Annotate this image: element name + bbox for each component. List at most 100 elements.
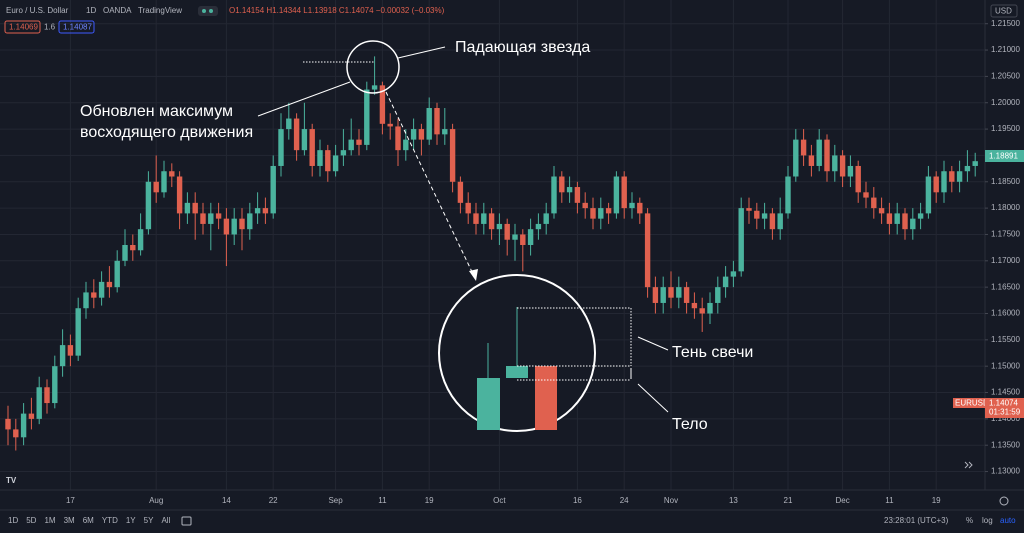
y-tick-label: 1.15000 [991,361,1020,370]
candle-body [270,165,276,214]
candle-body [644,213,651,288]
candle-body [769,213,776,230]
range-button[interactable]: All [161,516,170,525]
candle-body [863,192,869,198]
candle-body [668,287,674,298]
x-tick-label: 14 [222,496,231,505]
candle-body [153,181,159,193]
pointer [637,336,669,351]
candle-body [387,123,393,127]
candle-body [293,118,300,151]
logo: TV [6,476,17,485]
shadow-bracket [517,307,632,366]
settings-icon[interactable] [999,496,1009,506]
range-button[interactable]: 6M [83,516,94,525]
range-button[interactable]: 3M [64,516,75,525]
candle-body [114,260,120,288]
y-tick-label: 1.18500 [991,177,1020,186]
pointer [257,81,351,117]
candle-body [83,292,89,309]
candle-body [59,345,66,367]
candle-body [13,429,19,438]
annotation: Обновлен максимум [80,103,233,120]
y-tick-label: 1.15500 [991,335,1020,344]
candle-body [699,308,705,314]
candle-body [28,413,35,419]
sell-price[interactable]: 1.14069 [9,23,38,32]
range-button[interactable]: 1Y [126,516,136,525]
candle-body [410,129,417,140]
candle-body [91,292,97,298]
platform: TradingView [138,6,182,15]
candle-body [192,202,198,214]
range-button[interactable]: 5D [26,516,36,525]
candle-body [418,129,425,140]
range-button[interactable]: YTD [102,516,118,525]
percent-toggle[interactable]: % [966,516,973,525]
candle-body [254,208,261,214]
x-tick-label: Sep [328,496,343,505]
candle-body [317,150,323,166]
x-tick-label: Nov [664,496,678,505]
candle-body [832,155,838,172]
candle-body [356,139,362,145]
currency[interactable]: USD [995,7,1012,16]
candle-body [566,187,573,193]
x-axis: 17 Aug 14 22 Sep 11 19 Oct 16 24 Nov 13 21 Dec 11 19 [66,496,941,505]
sell-box[interactable] [4,20,41,34]
spread: 1.6 [44,23,56,32]
candle-body [488,213,495,230]
candle-body [847,165,854,177]
x-tick-label: 21 [784,496,793,505]
y-tick-label: 1.14000 [991,414,1020,423]
scroll-button[interactable] [964,461,973,469]
currency-box[interactable] [990,4,1018,18]
last-price-box [985,150,1024,162]
candle-body [613,176,620,214]
candle-body [130,245,136,251]
auto-toggle[interactable]: auto [1000,516,1016,525]
candle-body [169,171,175,177]
candle-body [691,302,698,309]
candle-body [278,129,284,166]
candle-body [512,234,518,240]
candle-body [286,118,292,130]
range-button[interactable]: 1M [44,516,55,525]
broker: OANDA [103,6,132,15]
interval: 1D [86,6,96,15]
y-tick-label: 1.17500 [991,230,1020,239]
zoom-candle [506,366,528,378]
candle-body [800,139,807,156]
y-tick-label: 1.16500 [991,282,1020,291]
candle-body [364,89,370,145]
arrow-head [469,269,478,281]
log-toggle[interactable]: log [982,516,993,525]
candle-body [598,208,604,219]
buy-box[interactable] [58,20,95,34]
range-button[interactable]: 1D [8,516,18,525]
candle-body [761,213,768,219]
date-range-icon[interactable] [181,516,192,526]
candle-body [886,213,893,224]
x-tick-label: 17 [66,496,75,505]
range-button[interactable]: 5Y [144,516,154,525]
buy-price[interactable]: 1.14087 [63,23,92,32]
candle-body [535,223,542,230]
candle-body [481,213,487,224]
candle-body [676,287,682,298]
x-tick-label: 13 [729,496,738,505]
candle-body [878,208,885,214]
candle-body [871,197,877,209]
candles [5,56,978,451]
candle-body [496,223,503,230]
candle-body [75,308,81,356]
candle-body [715,287,721,303]
y-tick-label: 1.21000 [991,45,1020,54]
candle-body [161,171,167,193]
candle-body [44,387,50,404]
candle-body [137,229,144,251]
marker-box [985,398,1024,418]
candle-body [917,213,924,219]
